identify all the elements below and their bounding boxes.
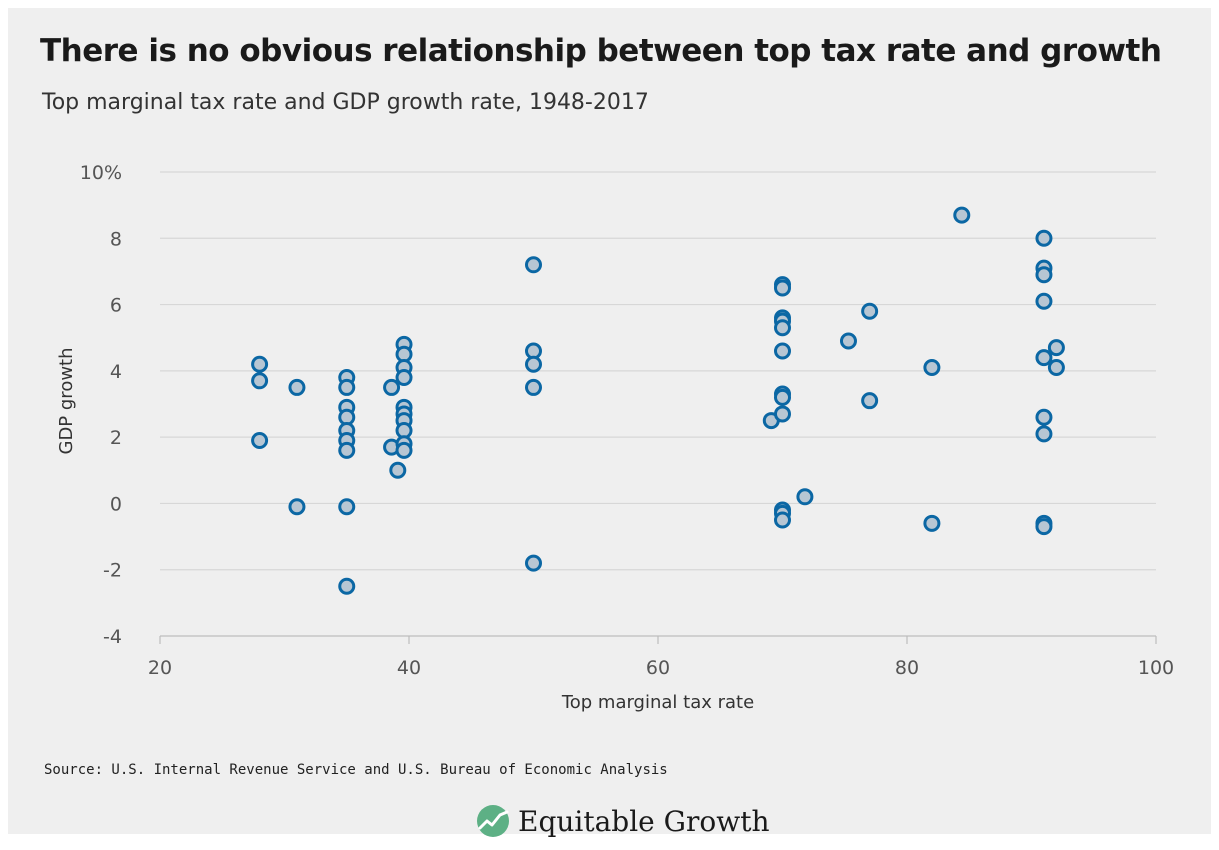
data-point xyxy=(251,372,269,390)
data-point xyxy=(338,498,356,516)
data-point xyxy=(1035,518,1053,536)
data-point xyxy=(923,359,941,377)
source-note: Source: U.S. Internal Revenue Service an… xyxy=(44,762,668,778)
data-point xyxy=(839,332,857,350)
data-point xyxy=(861,302,879,320)
data-point xyxy=(251,431,269,449)
x-tick-label: 100 xyxy=(1138,657,1174,679)
data-point xyxy=(395,368,413,386)
chart-subtitle: Top marginal tax rate and GDP growth rat… xyxy=(42,90,649,115)
data-point xyxy=(774,279,791,297)
grid-lines xyxy=(160,171,1156,571)
x-tick-label: 20 xyxy=(148,657,172,679)
y-tick-label: 0 xyxy=(110,493,122,515)
data-point xyxy=(389,461,407,479)
data-point xyxy=(1047,339,1065,357)
data-point xyxy=(774,511,791,529)
data-point xyxy=(1047,359,1065,377)
data-point xyxy=(395,441,413,459)
data-point xyxy=(288,498,306,516)
data-point xyxy=(525,378,542,396)
y-axis-label: GDP growth xyxy=(56,347,77,454)
data-point xyxy=(1035,229,1053,247)
y-tick-label: 8 xyxy=(110,228,122,250)
data-point xyxy=(251,355,269,373)
data-point xyxy=(338,577,356,595)
data-point xyxy=(383,378,401,396)
y-tick-label: 6 xyxy=(110,295,122,317)
data-point xyxy=(525,256,542,274)
axes xyxy=(159,635,1157,644)
y-tick-label: -2 xyxy=(103,560,122,582)
data-point xyxy=(338,441,356,459)
data-point xyxy=(1035,408,1053,426)
x-axis-label: Top marginal tax rate xyxy=(561,692,754,713)
brand-logo: Equitable Growth xyxy=(476,804,770,838)
data-point xyxy=(525,355,542,373)
x-tick-label: 80 xyxy=(895,657,919,679)
data-point xyxy=(774,405,791,423)
y-tick-label: 2 xyxy=(110,427,122,449)
brand-name: Equitable Growth xyxy=(518,804,770,838)
data-point xyxy=(796,488,814,506)
data-point xyxy=(338,378,356,396)
chart-background xyxy=(8,8,1211,834)
data-point xyxy=(774,342,791,360)
data-points xyxy=(251,206,1065,595)
data-point xyxy=(288,378,306,396)
tick-labels: -4 -2 0 2 4 6 8 10% 20 40 60 80 100 xyxy=(80,162,1174,679)
data-point xyxy=(525,554,542,572)
data-point xyxy=(1035,425,1053,443)
data-point xyxy=(1035,349,1053,367)
y-tick-label: 10% xyxy=(80,162,122,184)
chart-title: There is no obvious relationship between… xyxy=(40,33,1162,69)
data-point xyxy=(774,319,791,337)
y-tick-label: 4 xyxy=(110,361,122,383)
data-point xyxy=(861,392,879,410)
data-point xyxy=(1035,266,1053,284)
x-tick-label: 40 xyxy=(397,657,421,679)
x-tick-label: 60 xyxy=(646,657,670,679)
data-point xyxy=(923,514,941,532)
data-point xyxy=(1035,292,1053,310)
data-point xyxy=(953,206,971,224)
data-point xyxy=(774,388,791,406)
growth-line-logo-icon xyxy=(477,805,509,837)
y-tick-label: -4 xyxy=(103,626,122,648)
